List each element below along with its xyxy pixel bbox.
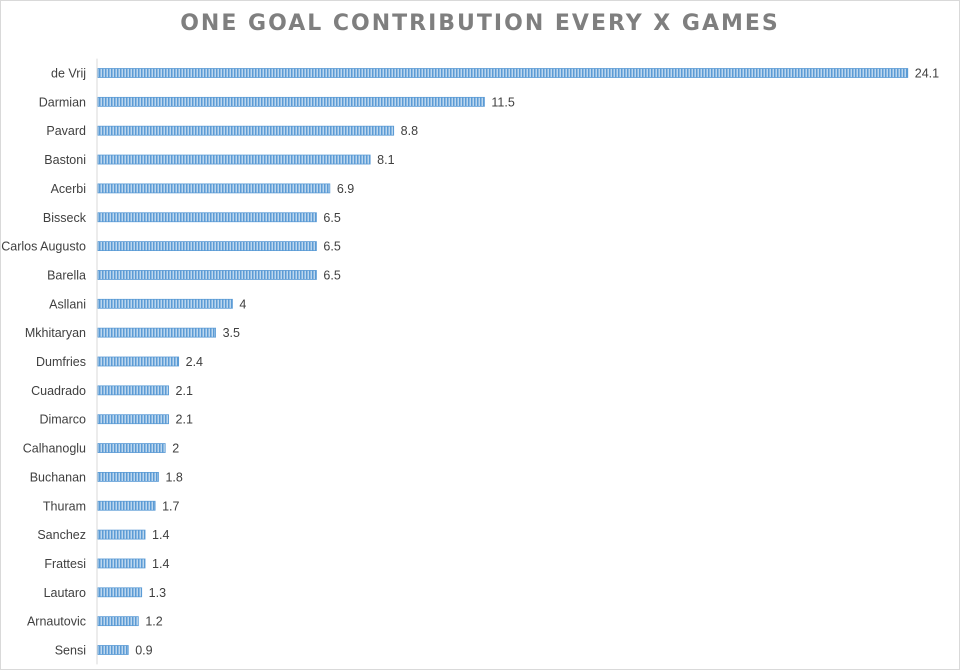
bar-15 bbox=[97, 500, 156, 511]
bar-3 bbox=[97, 154, 371, 165]
data-label-4: 6.9 bbox=[337, 182, 354, 196]
bar-16 bbox=[97, 529, 146, 540]
bar-4 bbox=[97, 183, 331, 194]
bar-19 bbox=[97, 616, 139, 627]
category-label-14: Buchanan bbox=[30, 470, 86, 484]
category-label-12: Dimarco bbox=[39, 413, 86, 427]
data-label-20: 0.9 bbox=[135, 644, 152, 658]
category-label-20: Sensi bbox=[55, 644, 86, 658]
category-label-9: Mkhitaryan bbox=[25, 326, 86, 340]
bar-0 bbox=[97, 68, 909, 78]
data-label-12: 2.1 bbox=[176, 413, 193, 427]
data-label-15: 1.7 bbox=[162, 499, 179, 513]
data-label-6: 6.5 bbox=[323, 240, 340, 254]
category-label-15: Thuram bbox=[43, 499, 86, 513]
category-label-2: Pavard bbox=[46, 124, 86, 138]
data-label-10: 2.4 bbox=[186, 355, 203, 369]
data-label-19: 1.2 bbox=[145, 615, 162, 629]
data-label-11: 2.1 bbox=[176, 384, 193, 398]
bar-18 bbox=[97, 587, 143, 598]
category-label-7: Barella bbox=[47, 268, 86, 282]
data-label-1: 11.5 bbox=[491, 95, 514, 109]
category-label-13: Calhanoglu bbox=[23, 442, 86, 456]
bar-11 bbox=[97, 385, 169, 396]
data-label-0: 24.1 bbox=[915, 67, 939, 81]
category-label-6: Carlos Augusto bbox=[1, 240, 86, 254]
category-label-3: Bastoni bbox=[44, 153, 86, 167]
bar-12 bbox=[97, 414, 169, 425]
data-label-8: 4 bbox=[239, 297, 246, 311]
bar-6 bbox=[97, 241, 317, 252]
bar-5 bbox=[97, 212, 317, 223]
bar-9 bbox=[97, 327, 216, 338]
category-label-4: Acerbi bbox=[51, 182, 86, 196]
bar-1 bbox=[97, 96, 485, 107]
bar-17 bbox=[97, 558, 146, 569]
data-label-2: 8.8 bbox=[401, 124, 418, 138]
data-label-3: 8.1 bbox=[377, 153, 394, 167]
data-label-5: 6.5 bbox=[323, 211, 340, 225]
category-label-16: Sanchez bbox=[37, 528, 86, 542]
category-label-0: de Vrij bbox=[51, 67, 86, 81]
category-label-18: Lautaro bbox=[44, 586, 86, 600]
bar-10 bbox=[97, 356, 180, 367]
data-label-18: 1.3 bbox=[149, 586, 166, 600]
category-label-17: Frattesi bbox=[44, 557, 86, 571]
data-label-9: 3.5 bbox=[223, 326, 240, 340]
bar-2 bbox=[97, 125, 395, 136]
bar-20 bbox=[97, 645, 129, 655]
category-label-19: Arnautovic bbox=[27, 615, 86, 629]
data-label-13: 2 bbox=[172, 442, 179, 456]
category-label-10: Dumfries bbox=[36, 355, 86, 369]
data-label-16: 1.4 bbox=[152, 528, 169, 542]
category-label-8: Asllani bbox=[49, 297, 86, 311]
data-label-7: 6.5 bbox=[323, 268, 340, 282]
bar-14 bbox=[97, 471, 159, 482]
data-label-17: 1.4 bbox=[152, 557, 169, 571]
bar-8 bbox=[97, 298, 233, 309]
bar-13 bbox=[97, 443, 166, 453]
category-label-1: Darmian bbox=[39, 95, 86, 109]
category-label-5: Bisseck bbox=[43, 211, 87, 225]
category-label-11: Cuadrado bbox=[31, 384, 86, 398]
data-label-14: 1.8 bbox=[165, 470, 182, 484]
bar-7 bbox=[97, 270, 317, 280]
chart-title: ONE GOAL CONTRIBUTION EVERY X GAMES bbox=[180, 11, 780, 36]
